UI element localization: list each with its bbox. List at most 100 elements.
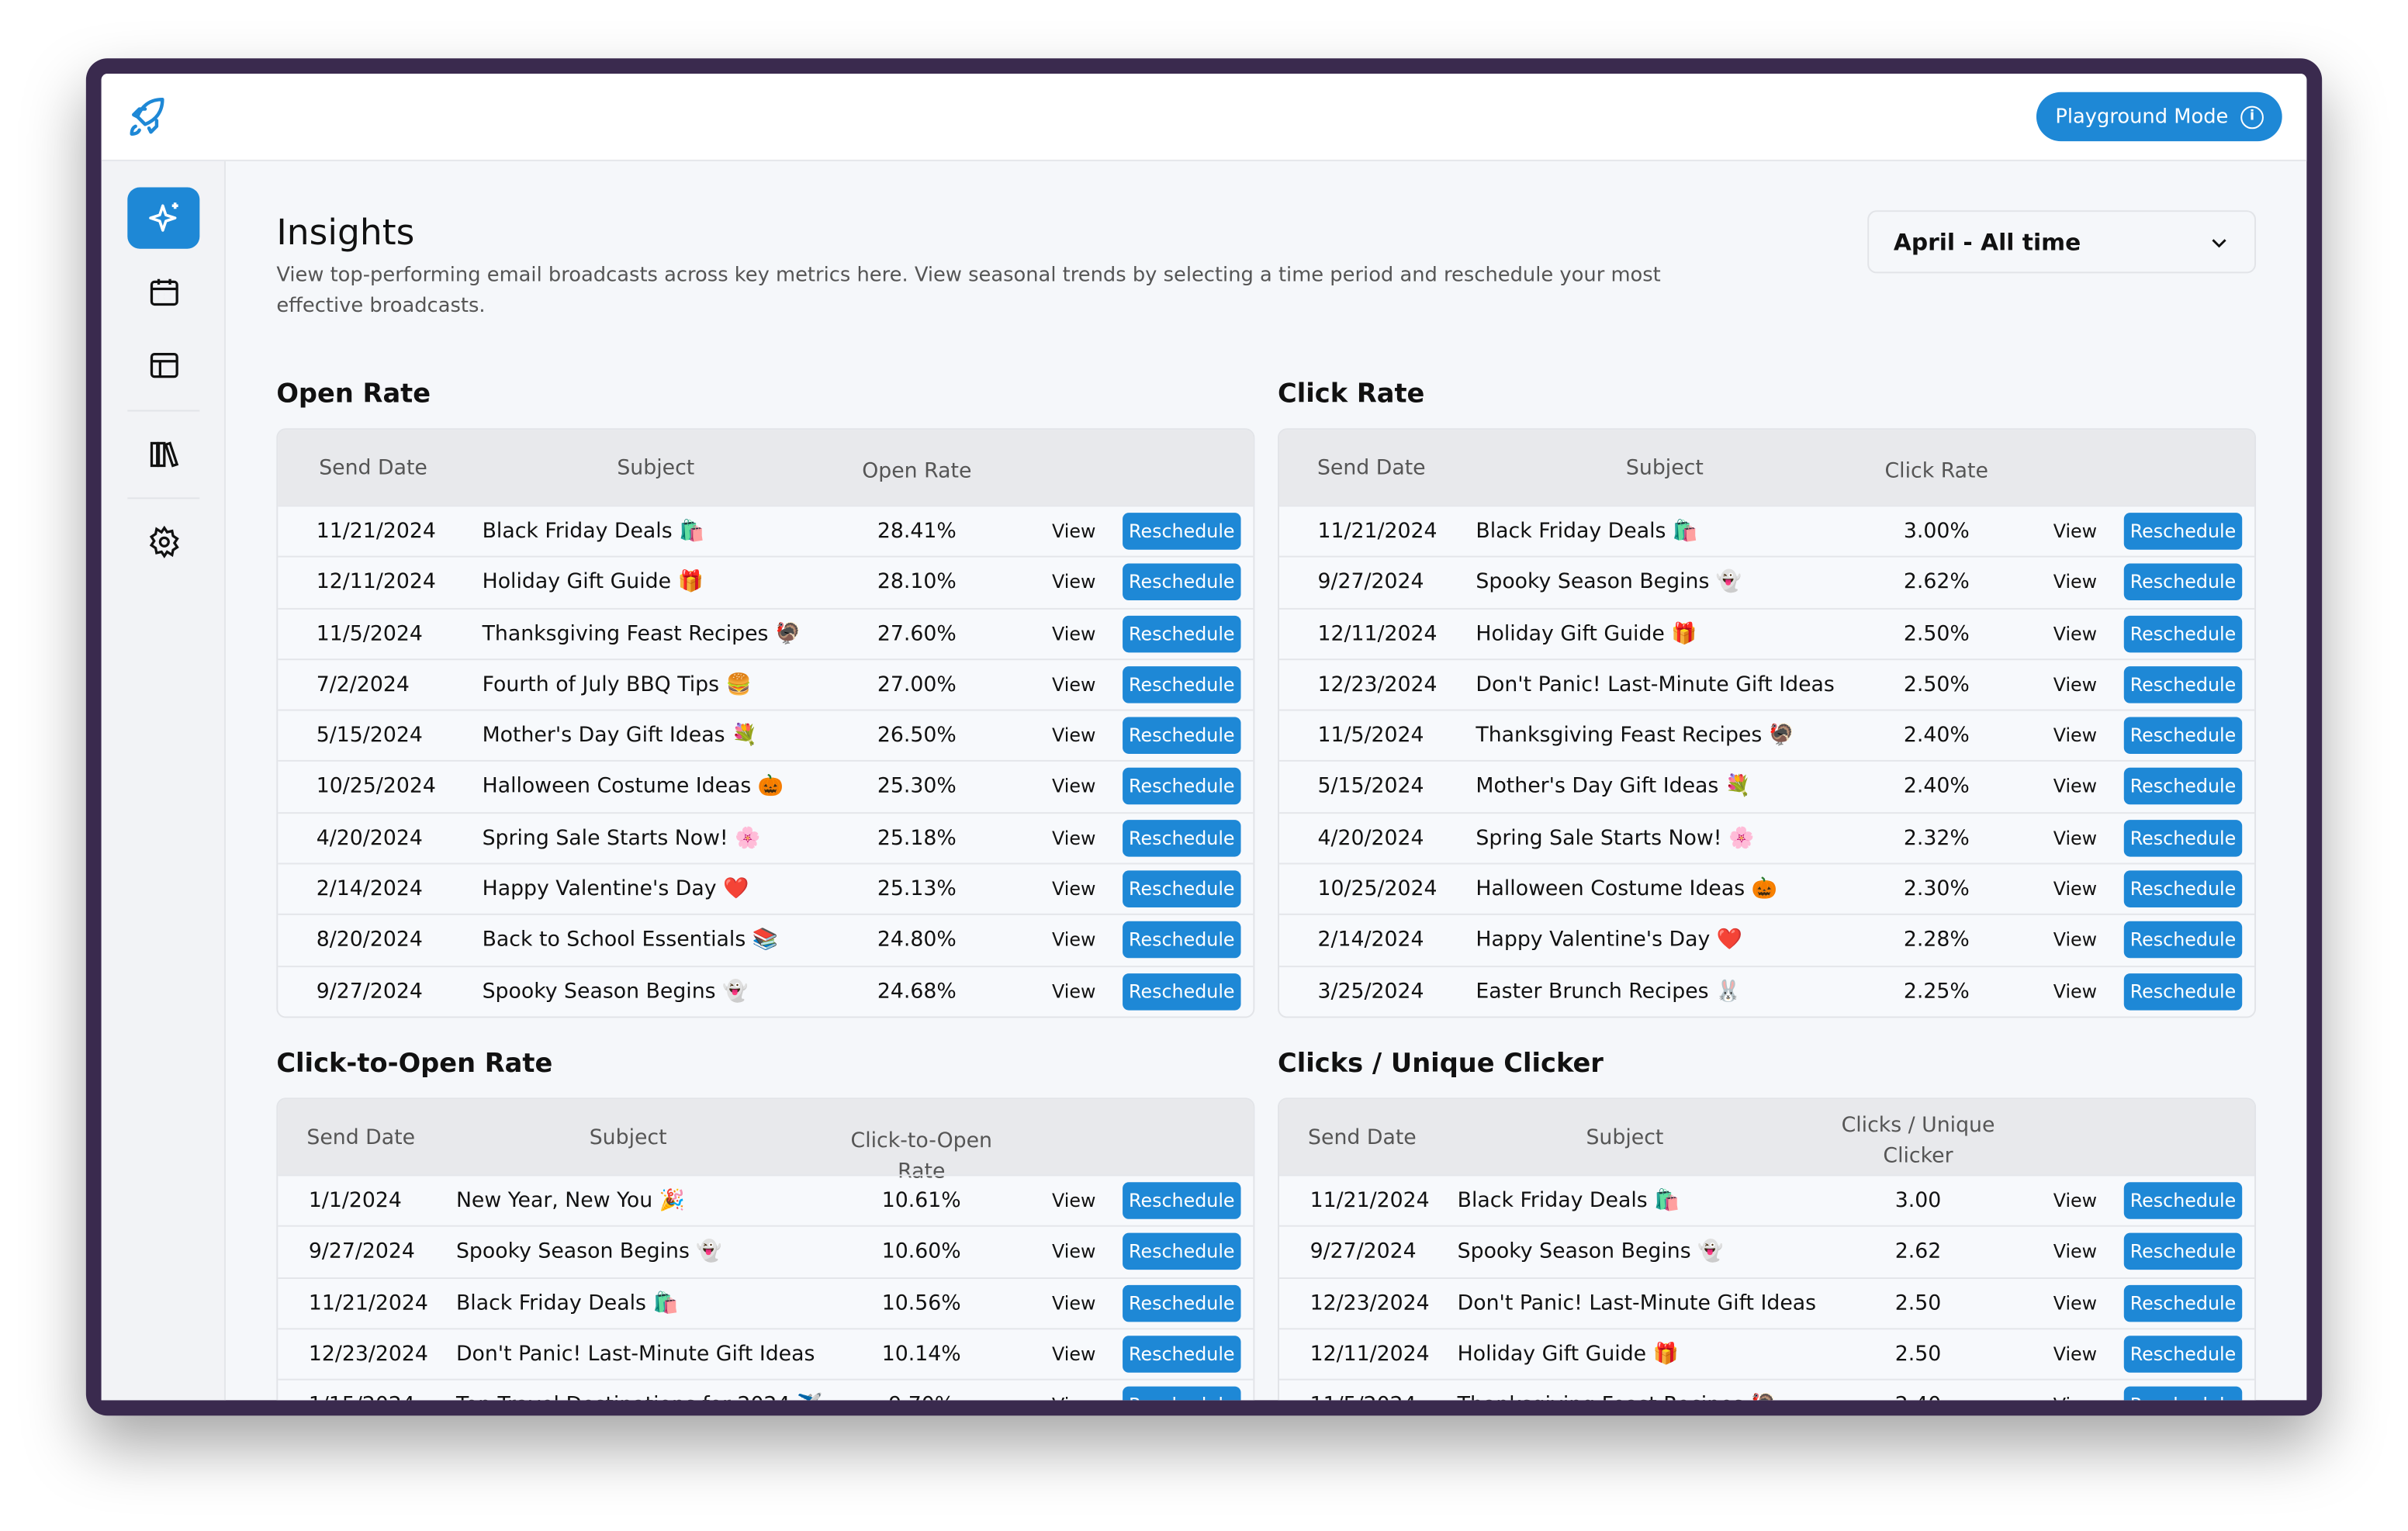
view-link[interactable]: View xyxy=(1052,724,1096,747)
reschedule-button[interactable]: Reschedule xyxy=(1123,973,1241,1010)
reschedule-button[interactable]: Reschedule xyxy=(2123,973,2243,1010)
table-row: 9/27/2024 Spooky Season Begins 👻 2.62 Vi… xyxy=(1279,1225,2255,1277)
view-link[interactable]: View xyxy=(2053,724,2098,747)
send-date: 4/20/2024 xyxy=(316,825,423,851)
sidebar-item-layout[interactable] xyxy=(127,335,199,396)
view-link[interactable]: View xyxy=(2053,980,2098,1003)
reschedule-button[interactable]: Reschedule xyxy=(2123,513,2243,550)
reschedule-button[interactable]: Reschedule xyxy=(2123,1386,2243,1401)
column-header[interactable]: Send Date xyxy=(1316,455,1426,481)
send-date: 10/25/2024 xyxy=(1317,876,1438,902)
reschedule-button[interactable]: Reschedule xyxy=(1123,1336,1241,1373)
reschedule-button[interactable]: Reschedule xyxy=(2123,1182,2243,1219)
info-icon[interactable]: i xyxy=(2240,105,2264,129)
view-link[interactable]: View xyxy=(2053,1292,2098,1314)
table-row: 5/15/2024 Mother's Day Gift Ideas 💐 2.40… xyxy=(1279,760,2255,812)
view-link[interactable]: View xyxy=(1052,878,1096,900)
reschedule-button[interactable]: Reschedule xyxy=(2123,1233,2243,1270)
view-link[interactable]: View xyxy=(1052,1343,1096,1365)
table-row: 12/11/2024 Holiday Gift Guide 🎁 2.50 Vie… xyxy=(1279,1328,2255,1379)
view-link[interactable]: View xyxy=(2053,571,2098,593)
view-link[interactable]: View xyxy=(1052,520,1096,542)
view-link[interactable]: View xyxy=(2053,622,2098,645)
period-select[interactable]: April - All time xyxy=(1867,210,2257,274)
reschedule-button[interactable]: Reschedule xyxy=(2123,564,2243,601)
view-link[interactable]: View xyxy=(1052,1190,1096,1211)
column-header[interactable]: Clicks / Unique Clicker xyxy=(1841,1113,1995,1169)
view-link[interactable]: View xyxy=(1052,929,1096,952)
column-header[interactable]: Click-to-Open Rate xyxy=(850,1128,992,1184)
reschedule-button[interactable]: Reschedule xyxy=(1123,921,1241,959)
view-link[interactable]: View xyxy=(1052,1292,1096,1314)
view-link[interactable]: View xyxy=(2053,929,2098,952)
view-link[interactable]: View xyxy=(2053,1241,2098,1263)
reschedule-button[interactable]: Reschedule xyxy=(1123,768,1241,806)
view-link[interactable]: View xyxy=(2053,520,2098,542)
view-link[interactable]: View xyxy=(2053,673,2098,696)
reschedule-button[interactable]: Reschedule xyxy=(2123,819,2243,857)
table-header: Send Date Subject Click-to-Open Rate xyxy=(278,1099,1254,1184)
sidebar-item-settings[interactable] xyxy=(127,511,199,572)
send-date: 11/5/2024 xyxy=(316,620,423,646)
send-date: 12/11/2024 xyxy=(316,570,436,595)
metric-value: 10.56% xyxy=(881,1291,961,1315)
view-link[interactable]: View xyxy=(2053,827,2098,849)
reschedule-button[interactable]: Reschedule xyxy=(1123,665,1241,703)
view-link[interactable]: View xyxy=(1052,1241,1096,1263)
reschedule-button[interactable]: Reschedule xyxy=(1123,513,1241,550)
column-header[interactable]: Send Date xyxy=(319,455,427,481)
view-link[interactable]: View xyxy=(1052,980,1096,1003)
reschedule-button[interactable]: Reschedule xyxy=(1123,819,1241,857)
column-header[interactable]: Send Date xyxy=(1308,1125,1417,1150)
reschedule-button[interactable]: Reschedule xyxy=(1123,1386,1241,1401)
column-header[interactable]: Subject xyxy=(589,1125,667,1150)
column-header[interactable]: Open Rate xyxy=(862,458,972,484)
table-row: 11/5/2024 Thanksgiving Feast Recipes 🦃 2… xyxy=(1279,709,2255,761)
subject: Spooky Season Begins 👻 xyxy=(455,1239,722,1264)
playground-mode-button[interactable]: Playground Mode i xyxy=(2036,92,2282,142)
reschedule-button[interactable]: Reschedule xyxy=(1123,564,1241,601)
reschedule-button[interactable]: Reschedule xyxy=(1123,615,1241,652)
reschedule-button[interactable]: Reschedule xyxy=(2123,1336,2243,1373)
reschedule-button[interactable]: Reschedule xyxy=(1123,717,1241,755)
sidebar-item-calendar[interactable] xyxy=(127,261,199,323)
column-header[interactable]: Send Date xyxy=(306,1125,416,1150)
view-link[interactable]: View xyxy=(1052,1394,1095,1401)
reschedule-button[interactable]: Reschedule xyxy=(1123,1284,1241,1322)
view-link[interactable]: View xyxy=(2053,1394,2097,1401)
table-row: 1/1/2024 New Year, New You 🎉 10.61% View… xyxy=(278,1174,1254,1225)
reschedule-button[interactable]: Reschedule xyxy=(2123,665,2243,703)
reschedule-button[interactable]: Reschedule xyxy=(2123,921,2243,959)
table-row: 12/11/2024 Holiday Gift Guide 🎁 2.50% Vi… xyxy=(1279,607,2255,658)
view-link[interactable]: View xyxy=(2053,776,2098,798)
reschedule-button[interactable]: Reschedule xyxy=(1123,1182,1241,1219)
view-link[interactable]: View xyxy=(1052,673,1096,696)
reschedule-button[interactable]: Reschedule xyxy=(1123,870,1241,908)
view-link[interactable]: View xyxy=(1052,776,1096,798)
sidebar-item-library[interactable] xyxy=(127,423,199,485)
column-header[interactable]: Subject xyxy=(1625,455,1704,481)
reschedule-button[interactable]: Reschedule xyxy=(2123,717,2243,755)
view-link[interactable]: View xyxy=(1052,571,1096,593)
reschedule-button[interactable]: Reschedule xyxy=(2123,1284,2243,1322)
rocket-icon[interactable] xyxy=(126,94,171,140)
reschedule-button[interactable]: Reschedule xyxy=(1123,1233,1241,1270)
column-header[interactable]: Click Rate xyxy=(1884,458,1988,484)
column-header[interactable]: Subject xyxy=(1586,1125,1664,1150)
table-row: 4/20/2024 Spring Sale Starts Now! 🌸 25.1… xyxy=(278,811,1254,863)
view-link[interactable]: View xyxy=(2053,1190,2098,1211)
send-date: 11/21/2024 xyxy=(316,519,436,544)
subject: Mother's Day Gift Ideas 💐 xyxy=(1476,774,1752,800)
reschedule-button[interactable]: Reschedule xyxy=(2123,615,2243,652)
view-link[interactable]: View xyxy=(2053,878,2098,900)
view-link[interactable]: View xyxy=(1052,827,1096,849)
column-header[interactable]: Subject xyxy=(617,455,695,481)
reschedule-button[interactable]: Reschedule xyxy=(2123,870,2243,908)
view-link[interactable]: View xyxy=(1052,622,1096,645)
sidebar-divider xyxy=(127,497,200,499)
table-row: 9/27/2024 Spooky Season Begins 👻 24.68% … xyxy=(278,965,1254,1017)
sidebar-item-insights[interactable] xyxy=(127,187,200,249)
top-bar: Playground Mode i xyxy=(101,74,2307,161)
view-link[interactable]: View xyxy=(2053,1343,2098,1365)
reschedule-button[interactable]: Reschedule xyxy=(2123,768,2243,806)
